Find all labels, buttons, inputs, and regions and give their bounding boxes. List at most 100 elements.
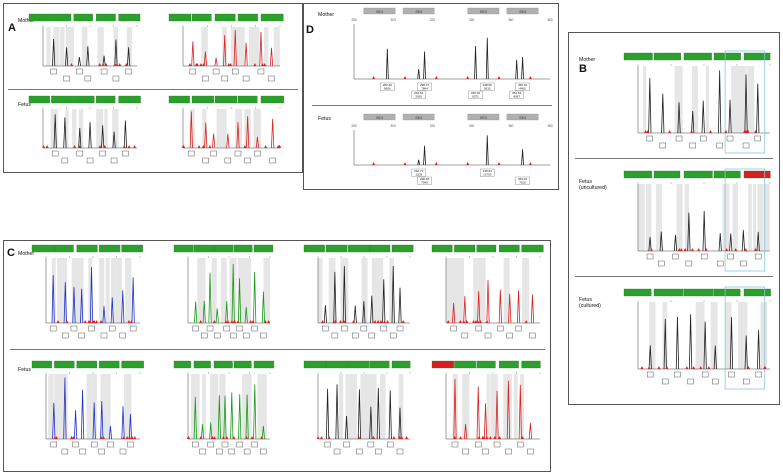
peak-size-label: 298.48 [420, 177, 430, 181]
allele-call-box [50, 441, 58, 448]
peak [691, 111, 695, 134]
allele-call-box [352, 332, 359, 339]
size-marker [400, 436, 404, 439]
peak-size-label: 298.37 [420, 83, 430, 87]
peak [528, 422, 532, 440]
allele-bin [211, 258, 217, 323]
allele-bin [75, 258, 83, 323]
allele-call-box [243, 332, 250, 339]
allele-bin [65, 27, 72, 66]
size-marker [261, 63, 265, 66]
size-marker [70, 63, 74, 66]
allele-call-box [201, 332, 208, 339]
allele-bin [111, 258, 116, 323]
allele-bin [57, 258, 62, 323]
allele-call-box [646, 253, 654, 260]
peak [423, 145, 426, 166]
highlight-box [724, 168, 766, 272]
allele-call-box [119, 448, 127, 455]
allele-call-box [701, 371, 709, 378]
size-marker [434, 76, 438, 79]
peak [102, 306, 106, 324]
allele-call-box [110, 157, 118, 164]
allele-call-box [360, 325, 368, 332]
allele-call-box [188, 150, 195, 157]
allele-call-box [451, 441, 459, 448]
allele-call-box [322, 325, 329, 332]
peak-height-label: 8372 [472, 95, 479, 99]
size-marker [493, 436, 497, 439]
allele-call-box [244, 157, 251, 164]
allele-bin [253, 27, 260, 66]
allele-bin [712, 302, 716, 369]
allele-bin [503, 374, 509, 439]
panel-c-row-label-mother: Mother [18, 251, 35, 257]
marker-segment [28, 95, 50, 104]
peak [259, 31, 263, 67]
electropherogram [31, 244, 143, 339]
marker-segment [253, 244, 274, 253]
size-marker [56, 320, 60, 323]
peak [673, 234, 678, 252]
allele-bin [197, 258, 204, 323]
panel-a-separator [8, 89, 298, 90]
allele-bin [390, 258, 394, 323]
axis-tick-label: 360 [508, 124, 514, 128]
peak-label-box [509, 90, 524, 99]
peak [498, 289, 502, 324]
peak-size-label: 361.52 [512, 91, 522, 95]
allele-bin [125, 258, 132, 323]
allele-call-box [658, 260, 665, 267]
allele-call-box [367, 441, 375, 448]
allele-call-box [475, 441, 482, 448]
panel-b-separator-2 [575, 276, 773, 277]
size-marker [466, 76, 470, 79]
allele-call-box [232, 68, 239, 75]
allele-bin [237, 27, 245, 66]
peak [485, 135, 489, 166]
peak [486, 280, 490, 324]
size-marker [236, 320, 240, 323]
marker-segment [454, 360, 476, 369]
allele-bin [219, 109, 224, 148]
peak [474, 45, 477, 80]
peak [357, 389, 361, 440]
size-marker [99, 320, 103, 323]
size-marker [707, 366, 711, 369]
allele-call-box [356, 448, 363, 455]
allele-call-box [754, 135, 761, 142]
allele-bin [97, 27, 104, 66]
peak [88, 122, 92, 149]
size-marker [199, 320, 203, 323]
allele-bin [763, 184, 770, 251]
peak [73, 410, 78, 440]
electropherogram [431, 360, 541, 455]
allele-bin [78, 109, 84, 148]
marker-segment [96, 95, 116, 104]
allele-bin [352, 374, 357, 439]
allele-call-box [49, 325, 57, 332]
allele-call-box [202, 157, 209, 164]
panel-d-row-label-fetus: Fetus [318, 116, 331, 122]
panel-d-label: D [306, 24, 314, 36]
peak [385, 48, 389, 80]
size-marker [668, 130, 672, 133]
size-marker [225, 436, 229, 439]
marker-segment [191, 95, 214, 104]
marker-segment [237, 95, 258, 104]
allele-bin [757, 184, 763, 251]
allele-call-box [333, 448, 341, 455]
allele-call-box [223, 325, 230, 332]
size-marker [746, 130, 750, 133]
peak [189, 111, 193, 149]
peak-size-label: 348.60 [483, 83, 493, 87]
allele-call-box [206, 325, 214, 332]
marker-segment [653, 288, 684, 297]
allele-call-box [63, 75, 70, 82]
peak [209, 422, 213, 440]
size-marker [699, 366, 703, 369]
marker-header-label: SE4 [376, 116, 383, 120]
panel-b: B Mother Fetus (uncultured) Fetus (cultu… [568, 32, 780, 405]
allele-call-box [243, 448, 251, 455]
peak [518, 384, 522, 440]
